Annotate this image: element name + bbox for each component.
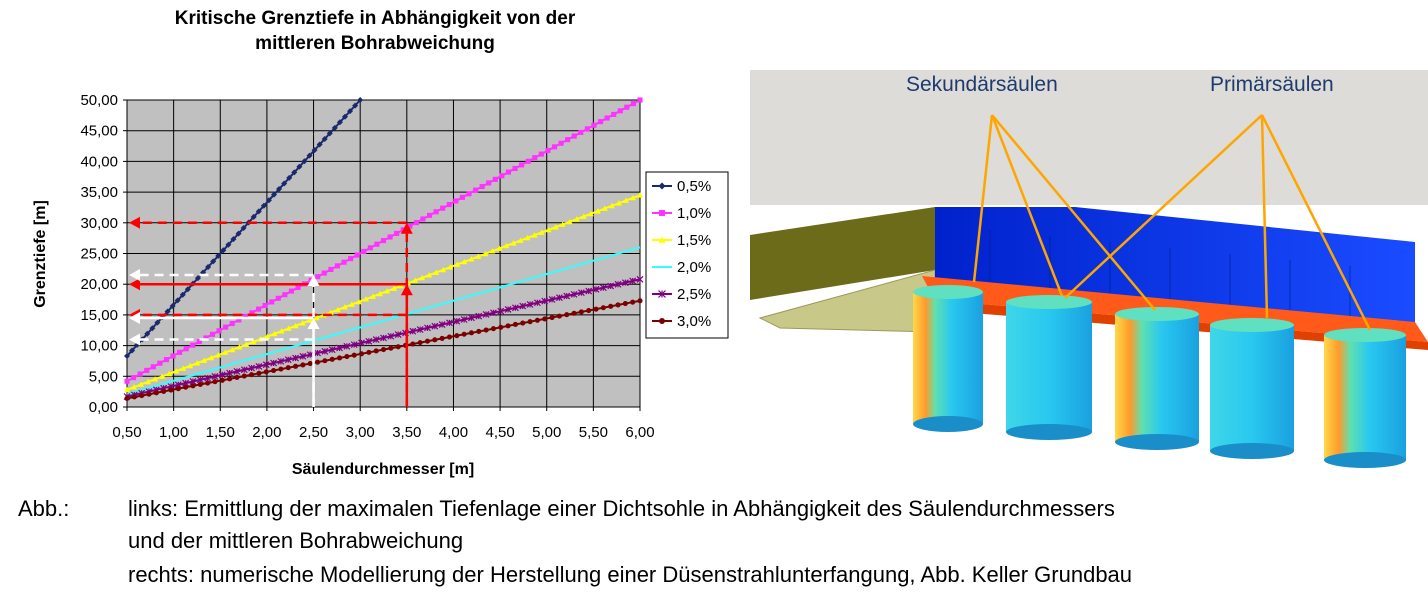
legend-label: 2,0% xyxy=(677,259,711,276)
series-3 xyxy=(124,192,643,393)
blue-block xyxy=(935,207,1415,324)
y-tick-label: 0,00 xyxy=(89,399,118,416)
x-tick-labels: 0,50 1,00 1,50 2,00 2,50 3,00 3,50 4,00 4,50 5,00… xyxy=(112,424,654,441)
chart-title-line2: mittleren Bohrabweichung xyxy=(255,33,495,54)
soil-background xyxy=(750,70,1428,205)
column-3 xyxy=(1115,307,1199,450)
column-5 xyxy=(1324,328,1406,468)
column-1 xyxy=(913,285,983,432)
y-tick-label: 50,00 xyxy=(80,92,118,109)
pointer-lines xyxy=(972,114,1372,331)
y-tick-label: 10,00 xyxy=(80,338,118,355)
columns xyxy=(913,285,1406,468)
y-tick-label: 40,00 xyxy=(80,153,118,170)
x-tick-label: 4,50 xyxy=(485,424,514,441)
primary-columns-label: Primärsäulen xyxy=(1210,73,1334,96)
legend-item: 1,0% xyxy=(652,205,711,222)
legend-item: 1,5% xyxy=(652,232,711,249)
x-tick-label: 2,00 xyxy=(252,424,281,441)
caption-label: Abb.: xyxy=(18,496,70,521)
series-4 xyxy=(126,246,641,396)
y-tick-label: 25,00 xyxy=(80,246,118,263)
annotation-horizontal-arrow xyxy=(129,333,314,346)
legend-label: 2,5% xyxy=(677,286,711,303)
annotation-horizontal-arrow xyxy=(129,268,314,281)
y-tick-label: 45,00 xyxy=(80,123,118,140)
annotation-vertical-arrow xyxy=(307,317,320,407)
upper-plane xyxy=(750,207,935,300)
chart-title: Kritische Grenztiefe in Abhängigkeit von… xyxy=(80,6,670,56)
x-tick-label: 6,00 xyxy=(625,424,654,441)
legend-label: 1,5% xyxy=(677,232,711,249)
x-tick-label: 1,00 xyxy=(159,424,188,441)
series-6 xyxy=(124,298,643,401)
x-axis-label: Säulendurchmesser [m] xyxy=(292,461,474,478)
legend-item: 3,0% xyxy=(652,313,711,330)
caption-line-2: und der mittleren Bohrabweichung xyxy=(128,528,464,553)
x-tick-label: 4,00 xyxy=(439,424,468,441)
y-axis-label: Grenztiefe [m] xyxy=(32,200,49,308)
y-tick-label: 15,00 xyxy=(80,307,118,324)
caption-line-1: links: Ermittlung der maximalen Tiefenla… xyxy=(128,496,1115,521)
annotation-horizontal-arrow xyxy=(129,278,407,291)
legend-box xyxy=(645,171,729,339)
x-tick-label: 1,50 xyxy=(206,424,235,441)
y-tick-labels: 0,00 5,00 10,00 15,00 20,00 25,00 30,00 35,00 40… xyxy=(80,92,118,416)
legend: 0,5% 1,0% 1,5% 2,0% 2,5% 3,0% xyxy=(645,171,729,339)
legend-label: 3,0% xyxy=(677,313,711,330)
legend-label: 1,0% xyxy=(677,205,711,222)
chart-title-line1: Kritische Grenztiefe in Abhängigkeit von… xyxy=(174,8,576,29)
series-lines xyxy=(123,97,644,401)
caption-line-3: rechts: numerische Modellierung der Hers… xyxy=(128,562,1133,587)
y-tick-label: 30,00 xyxy=(80,215,118,232)
annotations xyxy=(129,216,413,407)
series-line xyxy=(126,246,641,396)
legend-item: 0,5% xyxy=(652,178,711,195)
x-tick-label: 3,50 xyxy=(392,424,421,441)
x-tick-label: 0,50 xyxy=(112,424,141,441)
y-tick-label: 20,00 xyxy=(80,276,118,293)
annotation-horizontal-arrow xyxy=(129,311,314,324)
series-1 xyxy=(124,97,364,360)
fem-model-figure xyxy=(750,70,1428,468)
y-tick-label: 35,00 xyxy=(80,184,118,201)
legend-label: 0,5% xyxy=(677,178,711,195)
chart: 0,00 5,00 10,00 15,00 20,00 25,00 30,00 35,00 40… xyxy=(32,92,729,478)
y-tick-label: 5,00 xyxy=(89,368,118,385)
annotation-vertical-arrow xyxy=(400,222,413,407)
x-tick-label: 2,50 xyxy=(299,424,328,441)
column-2 xyxy=(1006,295,1092,440)
column-4 xyxy=(1210,318,1294,459)
x-tick-label: 3,00 xyxy=(346,424,375,441)
annotation-horizontal-arrow xyxy=(129,216,407,229)
x-tick-label: 5,00 xyxy=(532,424,561,441)
x-tick-label: 5,50 xyxy=(579,424,608,441)
legend-item: 2,0% xyxy=(652,259,711,276)
legend-item: 2,5% xyxy=(652,286,711,303)
secondary-columns-label: Sekundärsäulen xyxy=(906,73,1058,96)
